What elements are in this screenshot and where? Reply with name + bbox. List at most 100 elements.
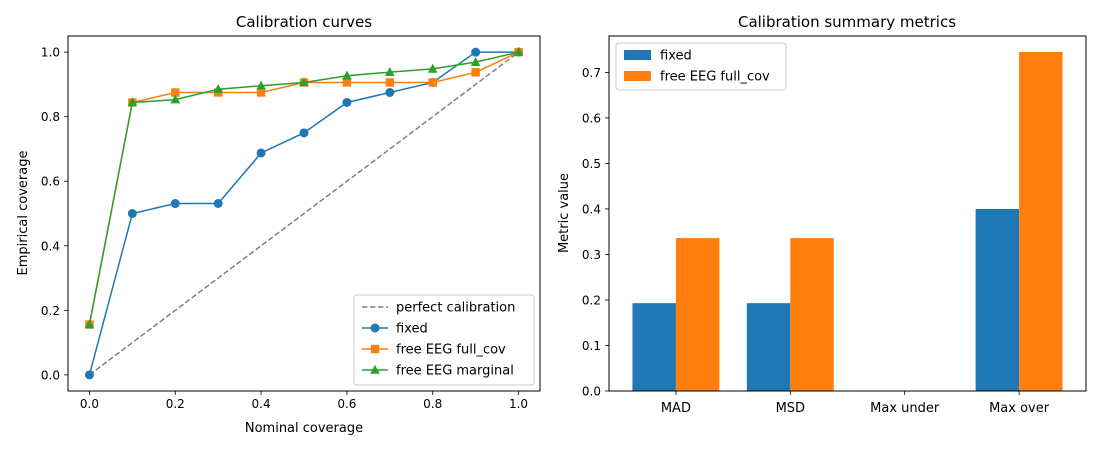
y-tick-label: 0.0	[582, 385, 601, 399]
data-point	[84, 319, 95, 329]
bar	[632, 303, 676, 391]
right-y-axis-label: Metric value	[557, 173, 572, 253]
y-tick-label: 0.8	[41, 110, 60, 124]
legend-item: free EEG full_cov	[624, 70, 770, 85]
right-y-ticks: 0.0 0.1 0.2 0.3 0.4 0.5 0.6 0.7	[582, 66, 609, 399]
left-axes-frame	[67, 35, 541, 392]
right-plot-area	[632, 51, 1063, 392]
bar	[975, 208, 1020, 391]
category-label: Max over	[989, 401, 1050, 416]
left-chart-title: Calibration curves	[236, 13, 372, 31]
data-point	[256, 148, 266, 158]
category-label: MSD	[776, 401, 805, 416]
left-plot-area	[84, 46, 524, 380]
legend-item: free EEG full_cov	[362, 343, 506, 358]
left-y-ticks: 0.0 0.2 0.4 0.6 0.8 1.0	[41, 46, 68, 382]
bars-free-eeg-full-cov	[675, 51, 1063, 392]
legend-swatch	[624, 50, 651, 60]
legend-item: perfect calibration	[362, 301, 515, 316]
legend-box	[353, 294, 535, 386]
left-x-ticks: 0.0 0.2 0.4 0.6 0.8 1.0	[80, 391, 528, 411]
data-point	[471, 47, 481, 57]
legend-label: fixed	[396, 322, 428, 337]
left-y-axis-label: Empirical coverage	[16, 151, 31, 276]
legend-label: free EEG marginal	[396, 364, 514, 379]
bar	[675, 238, 720, 391]
left-x-axis-label: Nominal coverage	[245, 421, 363, 436]
y-tick-label: 0.4	[41, 239, 60, 253]
bar	[746, 303, 791, 391]
data-point	[342, 97, 352, 107]
data-point	[213, 84, 223, 94]
right-chart-title: Calibration summary metrics	[738, 13, 956, 31]
data-point	[256, 88, 266, 97]
data-point	[127, 97, 138, 107]
data-point	[342, 70, 352, 80]
series-perfect-calibration	[88, 51, 520, 376]
series-line	[88, 51, 519, 325]
data-point	[171, 88, 180, 97]
series-fixed	[84, 47, 524, 380]
legend-label: fixed	[660, 49, 692, 64]
series-free-eeg-marginal	[84, 46, 524, 329]
y-tick-label: 0.6	[41, 175, 60, 189]
data-point	[213, 198, 223, 208]
data-point	[385, 87, 395, 97]
right-legend: fixed free EEG full_cov	[615, 42, 787, 91]
data-point	[428, 78, 437, 87]
data-point	[385, 78, 395, 87]
bar	[1019, 51, 1063, 392]
calibration-curves-panel: Calibration curves 0.0 0.2 0.4 0.6 0.8 1.0 0.…	[16, 13, 541, 436]
legend-box	[615, 42, 787, 91]
legend-label: perfect calibration	[396, 301, 515, 316]
y-tick-label: 0.2	[582, 293, 601, 307]
right-x-ticks: MAD MSD Max under Max over	[661, 391, 1050, 416]
data-point	[471, 68, 480, 77]
data-point	[170, 198, 180, 208]
legend-item: fixed	[362, 322, 428, 337]
data-point	[256, 80, 266, 90]
summary-metrics-panel: Calibration summary metrics MAD MSD Max un…	[557, 13, 1087, 416]
y-tick-label: 0.6	[582, 111, 601, 125]
x-tick-label: 1.0	[509, 397, 528, 411]
y-tick-label: 0.2	[41, 304, 60, 318]
y-tick-label: 0.1	[582, 339, 601, 353]
series-line	[88, 51, 519, 325]
y-tick-label: 1.0	[41, 46, 60, 60]
x-tick-label: 0.8	[423, 397, 442, 411]
category-label: MAD	[661, 401, 691, 416]
x-tick-label: 0.2	[166, 397, 185, 411]
x-tick-label: 0.4	[252, 397, 271, 411]
bars-fixed	[632, 208, 1020, 391]
data-point	[385, 66, 395, 76]
category-label: Max under	[870, 401, 940, 416]
left-legend: perfect calibration fixed free EEG full_co…	[353, 294, 535, 386]
bar	[790, 238, 834, 391]
data-point	[513, 46, 524, 56]
right-axes-frame	[608, 35, 1087, 392]
data-point	[170, 94, 181, 104]
x-tick-label: 0.0	[80, 397, 99, 411]
legend-marker	[370, 344, 380, 354]
x-tick-label: 0.6	[337, 397, 356, 411]
y-tick-label: 0.4	[582, 202, 601, 216]
legend-item: free EEG marginal	[362, 364, 514, 379]
legend-label: free EEG full_cov	[396, 343, 506, 358]
legend-item: fixed	[624, 49, 692, 64]
series-free-eeg-full-cov	[85, 47, 523, 329]
data-point	[342, 78, 352, 87]
data-point	[84, 370, 94, 380]
legend-marker	[370, 323, 380, 333]
y-tick-label: 0.3	[582, 248, 601, 262]
y-tick-label: 0.5	[582, 157, 601, 171]
data-point	[127, 209, 137, 218]
legend-label: free EEG full_cov	[660, 70, 770, 85]
legend-marker	[370, 364, 380, 374]
series-line	[88, 51, 520, 376]
data-point	[427, 63, 438, 73]
data-point	[299, 128, 309, 138]
y-tick-label: 0.0	[41, 368, 60, 382]
data-point	[299, 77, 309, 87]
data-point	[470, 56, 481, 66]
